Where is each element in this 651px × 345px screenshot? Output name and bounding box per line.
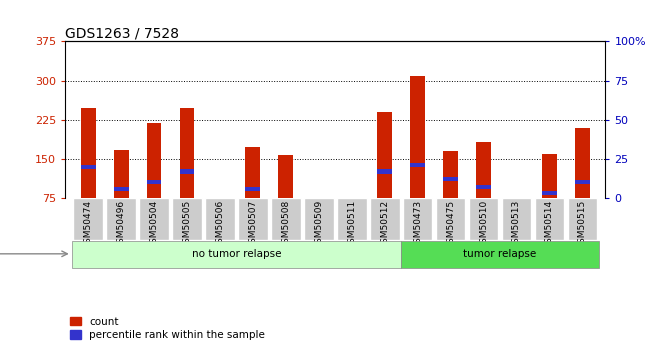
Text: no tumor relapse: no tumor relapse bbox=[191, 249, 281, 259]
FancyBboxPatch shape bbox=[502, 198, 531, 240]
Text: GSM50496: GSM50496 bbox=[117, 200, 126, 249]
Text: GSM50510: GSM50510 bbox=[479, 200, 488, 249]
Text: GSM50507: GSM50507 bbox=[249, 200, 257, 249]
Text: tumor relapse: tumor relapse bbox=[464, 249, 536, 259]
Text: GDS1263 / 7528: GDS1263 / 7528 bbox=[65, 26, 179, 40]
Bar bbox=[443, 151, 458, 198]
Bar bbox=[378, 112, 392, 198]
Bar bbox=[575, 180, 590, 184]
Bar bbox=[81, 165, 96, 169]
FancyBboxPatch shape bbox=[337, 198, 367, 240]
Text: GSM50506: GSM50506 bbox=[215, 200, 225, 249]
Bar bbox=[146, 124, 161, 198]
FancyBboxPatch shape bbox=[568, 198, 597, 240]
Bar bbox=[146, 180, 161, 184]
Bar bbox=[575, 128, 590, 198]
FancyBboxPatch shape bbox=[74, 198, 103, 240]
Text: GSM50511: GSM50511 bbox=[347, 200, 356, 249]
Text: GSM50504: GSM50504 bbox=[150, 200, 159, 249]
FancyBboxPatch shape bbox=[370, 198, 400, 240]
FancyBboxPatch shape bbox=[304, 198, 333, 240]
Text: GSM50505: GSM50505 bbox=[182, 200, 191, 249]
Bar bbox=[114, 149, 128, 198]
Bar bbox=[180, 108, 195, 198]
Text: GSM50475: GSM50475 bbox=[446, 200, 455, 249]
Bar bbox=[542, 191, 557, 196]
Text: GSM50512: GSM50512 bbox=[380, 200, 389, 249]
FancyBboxPatch shape bbox=[401, 241, 599, 268]
FancyBboxPatch shape bbox=[271, 198, 301, 240]
Text: GSM50473: GSM50473 bbox=[413, 200, 422, 249]
FancyBboxPatch shape bbox=[205, 198, 235, 240]
Bar bbox=[245, 147, 260, 198]
Bar bbox=[410, 162, 425, 167]
Legend: count, percentile rank within the sample: count, percentile rank within the sample bbox=[70, 317, 265, 340]
Text: GSM50474: GSM50474 bbox=[84, 200, 92, 249]
FancyBboxPatch shape bbox=[139, 198, 169, 240]
FancyBboxPatch shape bbox=[106, 198, 136, 240]
Text: GSM50513: GSM50513 bbox=[512, 200, 521, 249]
Text: GSM50509: GSM50509 bbox=[314, 200, 324, 249]
FancyBboxPatch shape bbox=[436, 198, 465, 240]
Bar bbox=[245, 187, 260, 191]
FancyBboxPatch shape bbox=[172, 198, 202, 240]
FancyBboxPatch shape bbox=[72, 241, 401, 268]
Text: GSM50515: GSM50515 bbox=[578, 200, 587, 249]
FancyBboxPatch shape bbox=[403, 198, 432, 240]
Text: GSM50514: GSM50514 bbox=[545, 200, 554, 249]
Bar bbox=[443, 177, 458, 181]
FancyBboxPatch shape bbox=[534, 198, 564, 240]
Bar bbox=[114, 187, 128, 191]
FancyBboxPatch shape bbox=[469, 198, 499, 240]
FancyBboxPatch shape bbox=[238, 198, 268, 240]
Text: GSM50508: GSM50508 bbox=[281, 200, 290, 249]
Bar bbox=[476, 142, 491, 198]
Bar bbox=[81, 108, 96, 198]
Bar bbox=[476, 185, 491, 189]
Bar bbox=[378, 169, 392, 174]
Bar bbox=[410, 76, 425, 198]
Bar bbox=[279, 155, 293, 198]
Bar bbox=[180, 169, 195, 174]
Bar bbox=[542, 154, 557, 198]
